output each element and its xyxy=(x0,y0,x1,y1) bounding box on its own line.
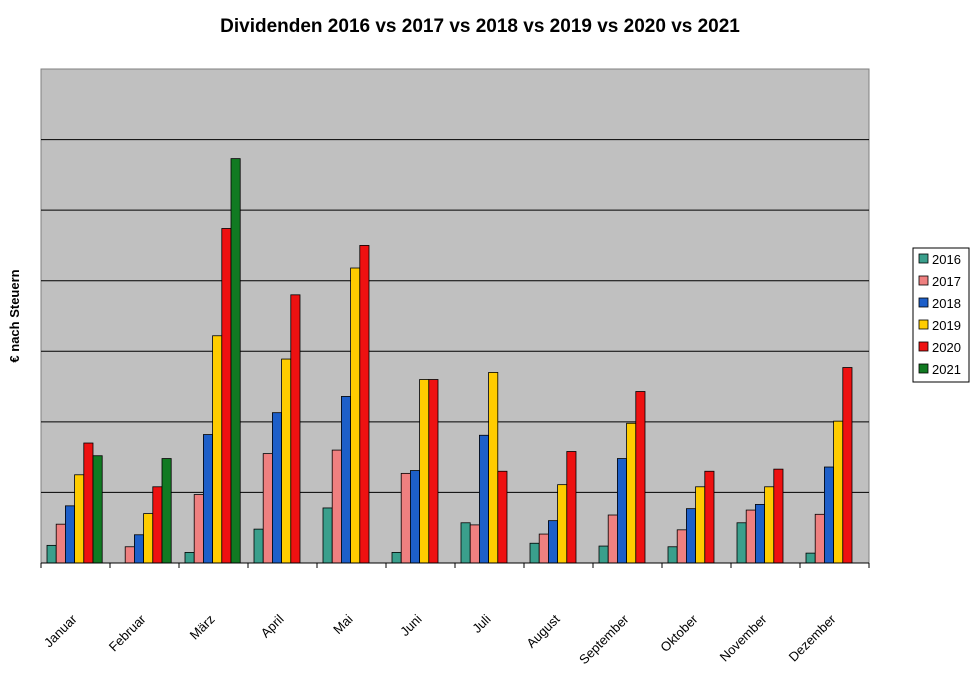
bar-2020-Juli xyxy=(497,470,508,564)
bar-2019-Juli xyxy=(488,372,499,564)
bar-2019-Februar xyxy=(143,513,154,564)
legend: 2016 2017 2018 2019 2020 2021 xyxy=(912,247,970,383)
x-tick-label: November xyxy=(717,611,770,664)
bar-2016-März xyxy=(184,552,195,564)
bar-2019-September xyxy=(626,422,637,564)
bar-2018-Januar xyxy=(65,505,76,564)
bar-2018-September xyxy=(617,458,628,564)
x-tick-label: September xyxy=(576,611,632,667)
bar-2020-November xyxy=(773,468,784,564)
legend-label-2020: 2020 xyxy=(932,340,961,355)
bar-2021-März xyxy=(230,158,241,564)
x-tick-label: April xyxy=(258,611,287,640)
bar-2019-März xyxy=(212,335,223,564)
x-tick-label: Juli xyxy=(469,611,493,635)
bar-2020-Oktober xyxy=(704,470,715,564)
legend-swatch-2019 xyxy=(918,319,929,330)
bar-2020-April xyxy=(290,294,301,564)
bar-2020-Mai xyxy=(359,245,370,564)
bar-2017-März xyxy=(193,494,204,564)
bar-2020-Dezember xyxy=(842,367,853,564)
legend-swatch-2016 xyxy=(918,253,929,264)
bar-2016-April xyxy=(253,528,264,564)
bar-2016-Juni xyxy=(391,552,402,564)
axes xyxy=(40,562,870,568)
legend-label-2019: 2019 xyxy=(932,318,961,333)
legend-swatch-2021 xyxy=(918,363,929,374)
bar-2016-August xyxy=(529,542,540,564)
x-tick-label: August xyxy=(523,611,562,650)
bar-2018-Dezember xyxy=(824,466,835,564)
bar-2016-Dezember xyxy=(805,552,816,564)
bar-2016-Mai xyxy=(322,507,333,564)
x-tick-label: Mai xyxy=(330,611,355,636)
bar-2019-Dezember xyxy=(833,420,844,564)
bar-2017-November xyxy=(745,509,756,564)
gridlines xyxy=(41,139,869,493)
bar-2017-Oktober xyxy=(676,529,687,564)
bar-2018-November xyxy=(755,504,766,564)
x-tick-label: Oktober xyxy=(657,611,701,655)
bar-2018-Juli xyxy=(478,434,489,564)
x-tick-label: Dezember xyxy=(786,611,839,664)
bar-2018-März xyxy=(202,434,213,564)
legend-swatch-2018 xyxy=(918,297,929,308)
bar-2018-Mai xyxy=(340,396,351,564)
chart-title: Dividenden 2016 vs 2017 vs 2018 vs 2019 … xyxy=(220,16,740,37)
bar-2019-August xyxy=(557,484,568,564)
legend-label-2021: 2021 xyxy=(932,362,961,377)
bar-2020-August xyxy=(566,451,577,564)
bar-2018-Oktober xyxy=(686,508,697,564)
bar-2020-Juni xyxy=(428,379,439,564)
bar-2019-Juni xyxy=(419,379,430,564)
x-tick-label: März xyxy=(187,612,218,643)
bar-series xyxy=(46,158,853,564)
legend-label-2016: 2016 xyxy=(932,252,961,267)
bar-2021-Februar xyxy=(161,458,172,564)
series-2020 xyxy=(83,228,853,564)
bar-2019-April xyxy=(281,358,292,564)
bar-2017-Juni xyxy=(400,472,411,564)
x-tick-label: Juni xyxy=(397,611,425,639)
bar-2017-Dezember xyxy=(814,513,825,564)
legend-box xyxy=(912,247,970,383)
x-tick-labels: Januar Februar März April Mai Juni Juli August S… xyxy=(41,611,839,667)
legend-label-2017: 2017 xyxy=(932,274,961,289)
bar-2017-Februar xyxy=(124,546,135,564)
bar-2019-Januar xyxy=(74,474,85,564)
bar-2019-November xyxy=(764,486,775,564)
bar-2016-Oktober xyxy=(667,546,678,564)
bar-2017-April xyxy=(262,453,273,564)
bar-2020-September xyxy=(635,391,646,564)
bar-2017-August xyxy=(538,533,549,564)
x-tick-label: Februar xyxy=(106,611,149,654)
bar-2016-September xyxy=(598,545,609,564)
bar-2016-November xyxy=(736,522,747,564)
bar-2021-Januar xyxy=(92,455,103,564)
plot-area xyxy=(40,68,870,564)
bar-2017-Juli xyxy=(469,524,480,564)
bar-2018-April xyxy=(271,412,282,564)
legend-swatch-2017 xyxy=(918,275,929,286)
bar-2016-Januar xyxy=(46,544,57,564)
bar-2020-März xyxy=(221,228,232,564)
bar-2020-Januar xyxy=(83,442,94,564)
bar-2017-Januar xyxy=(55,523,66,564)
legend-label-2018: 2018 xyxy=(932,296,961,311)
bar-2017-Mai xyxy=(331,449,342,564)
bar-2018-Februar xyxy=(133,534,144,564)
bar-2019-Mai xyxy=(350,267,361,564)
x-tick-label: Januar xyxy=(41,611,80,650)
bar-2016-Juli xyxy=(460,522,471,564)
bar-2017-September xyxy=(607,514,618,564)
bar-2018-August xyxy=(548,520,559,564)
bar-2020-Februar xyxy=(152,486,163,564)
legend-swatch-2020 xyxy=(918,341,929,352)
bar-2019-Oktober xyxy=(695,486,706,564)
y-axis-label: € nach Steuern xyxy=(7,269,22,362)
bar-2018-Juni xyxy=(409,470,420,564)
